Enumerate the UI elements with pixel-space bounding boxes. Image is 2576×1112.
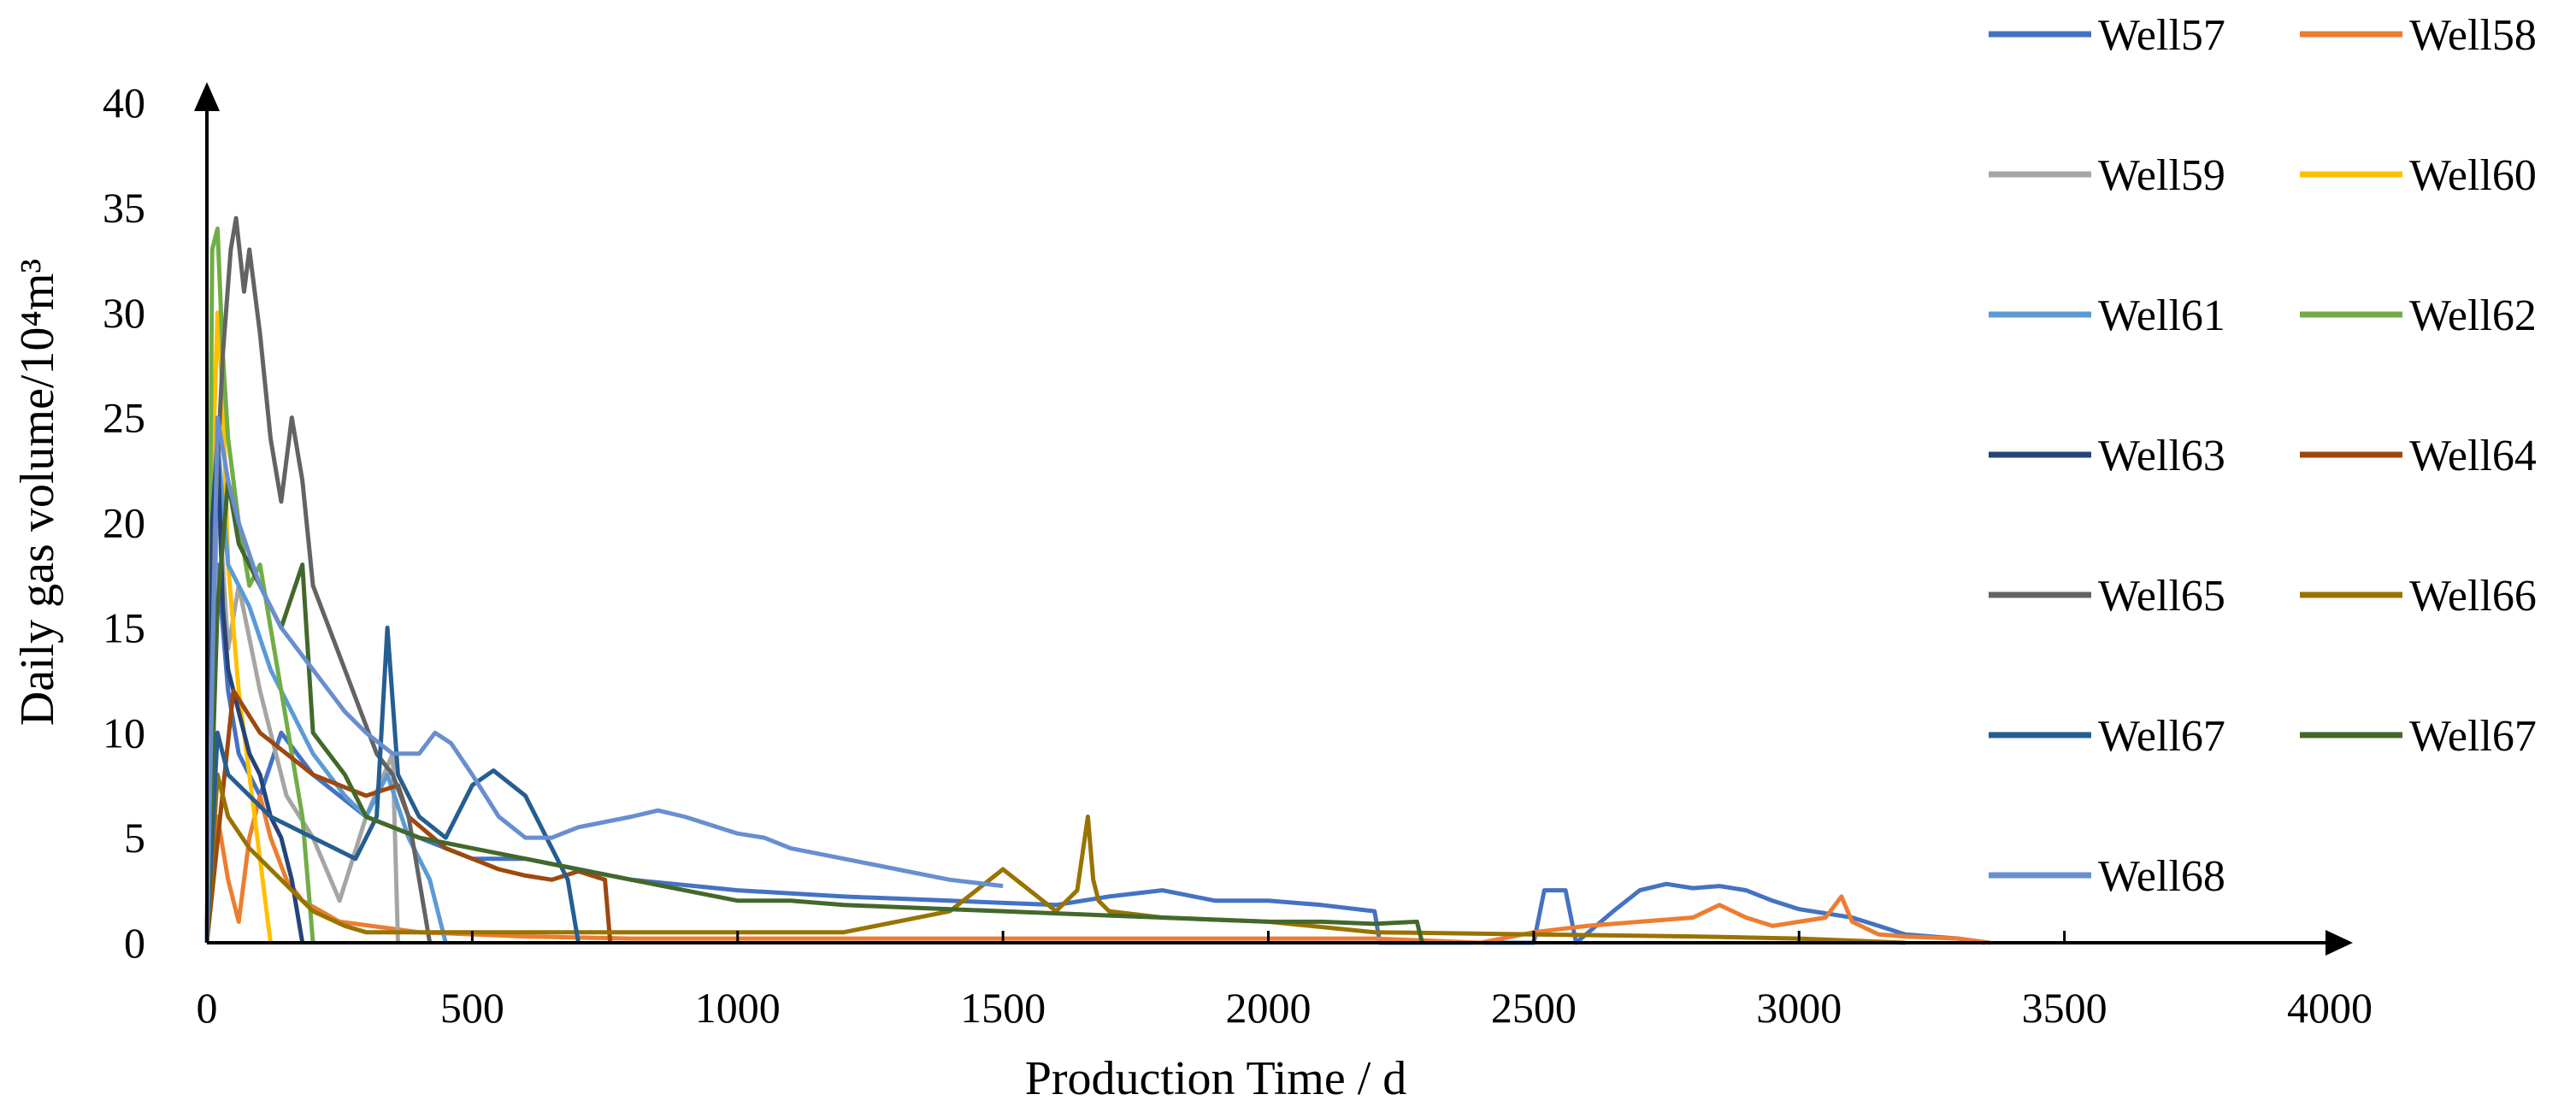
legend-label: Well67 xyxy=(2409,712,2537,761)
y-tick-label: 40 xyxy=(103,79,145,126)
series-line-well66-9 xyxy=(204,772,1906,945)
x-tick-label: 4000 xyxy=(2287,984,2373,1032)
legend-label: Well66 xyxy=(2409,572,2537,621)
x-tick-label: 0 xyxy=(197,984,218,1032)
legend-label: Well64 xyxy=(2409,432,2537,480)
x-tick-label: 3500 xyxy=(2022,984,2107,1032)
y-axis-arrow xyxy=(194,82,220,111)
legend-label: Well58 xyxy=(2409,11,2537,60)
y-tick-label: 35 xyxy=(103,184,145,232)
legend-label: Well65 xyxy=(2098,572,2225,621)
y-tick-label: 0 xyxy=(124,919,145,967)
series-line-well59-2 xyxy=(204,478,400,944)
x-tick-label: 2000 xyxy=(1226,984,1312,1032)
series-line-well68-12 xyxy=(204,415,1004,944)
y-tick-label: 5 xyxy=(124,814,145,862)
y-tick-label: 10 xyxy=(103,709,145,756)
x-axis-arrow xyxy=(2325,930,2353,956)
y-tick-label: 15 xyxy=(103,603,145,651)
series-line-well61-4 xyxy=(204,436,448,944)
x-tick-label: 1000 xyxy=(695,984,781,1032)
series-line-well62-5 xyxy=(204,227,315,944)
legend-label: Well57 xyxy=(2098,11,2225,60)
legend-label: Well61 xyxy=(2098,291,2225,340)
legend-label: Well63 xyxy=(2098,432,2225,480)
x-tick-label: 500 xyxy=(440,984,504,1032)
legend-label: Well68 xyxy=(2098,852,2225,901)
legend-label: Well62 xyxy=(2409,291,2537,340)
y-axis-title: Daily gas volume/10⁴m³ xyxy=(11,259,64,726)
axes xyxy=(194,82,2353,956)
x-tick-labels: 0 500 1000 1500 2000 2500 3000 3500 4000 xyxy=(197,984,2373,1032)
y-tick-label: 25 xyxy=(103,394,145,442)
series-lines xyxy=(204,215,1991,945)
y-tick-labels: 0 5 10 15 20 25 30 35 40 xyxy=(103,79,145,967)
series-line-well65-8 xyxy=(204,215,433,944)
x-tick-label: 3000 xyxy=(1756,984,1842,1032)
y-tick-label: 30 xyxy=(103,289,145,337)
legend-label: Well60 xyxy=(2409,151,2537,200)
x-axis-title: Production Time / d xyxy=(1025,1052,1407,1105)
y-tick-label: 20 xyxy=(103,499,145,547)
legend-label: Well59 xyxy=(2098,151,2225,200)
x-tick-label: 2500 xyxy=(1491,984,1577,1032)
legend: Well57 Well58 Well59 Well60 Well61 Well62 Well… xyxy=(1989,11,2537,901)
series-line-well67-11 xyxy=(204,478,1424,944)
legend-label: Well67 xyxy=(2098,712,2225,761)
series-line-well58-1 xyxy=(204,793,1991,945)
series-line-well67-10 xyxy=(204,625,581,944)
x-tick-label: 1500 xyxy=(960,984,1046,1032)
series-line-well63-6 xyxy=(204,436,305,944)
